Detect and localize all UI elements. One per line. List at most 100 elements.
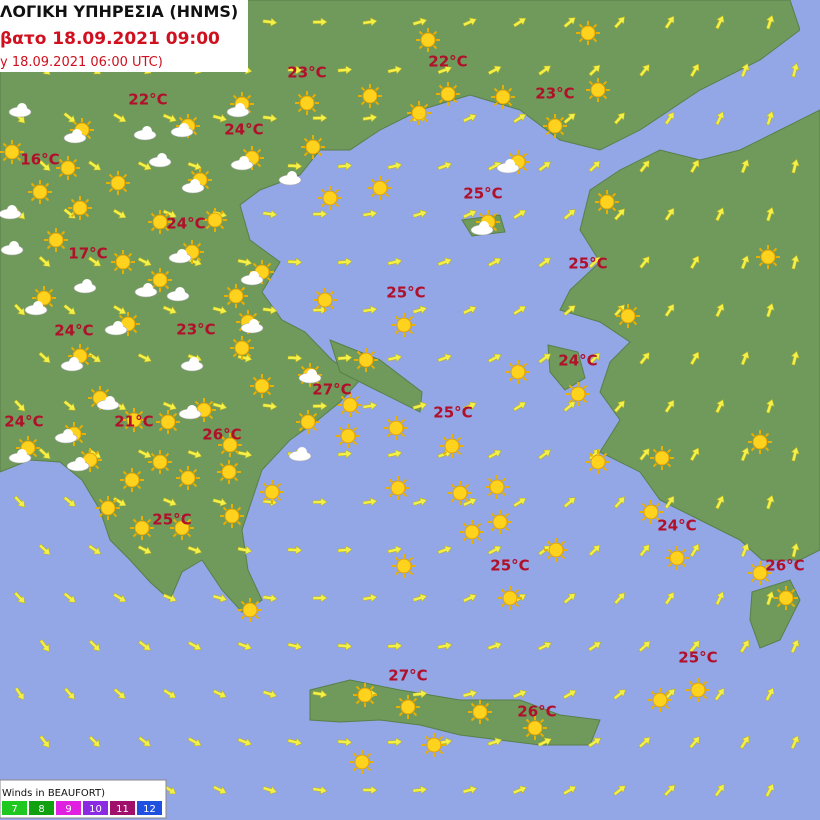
wind-arrow <box>639 256 650 269</box>
arrow-shape <box>765 14 775 30</box>
sun-ray <box>560 554 566 560</box>
arrow-shape <box>38 255 51 268</box>
sun-ray <box>702 694 708 700</box>
temperature-label: 25°C <box>433 404 472 422</box>
sun-ray <box>492 212 498 218</box>
arrow-shape <box>512 785 527 795</box>
arrow-shape <box>13 399 26 412</box>
sun-icon <box>301 135 325 159</box>
sun-disc <box>115 254 131 270</box>
sun-ray <box>476 522 482 528</box>
sun-icon <box>506 360 530 384</box>
sun-disc <box>489 479 505 495</box>
wind-arrow <box>262 785 278 795</box>
sun-ray <box>370 350 376 356</box>
wind-arrow <box>212 785 227 795</box>
temperature-label: 26°C <box>517 703 556 721</box>
wind-arrow <box>487 641 503 650</box>
sun-ray <box>234 435 240 441</box>
cloud-icon <box>54 429 78 444</box>
arrow-shape <box>739 639 750 654</box>
sun-ray <box>208 414 214 420</box>
sun-ray <box>366 752 372 758</box>
sun-ray <box>32 452 38 458</box>
wind-arrow <box>362 17 378 27</box>
sun-ray <box>539 718 545 724</box>
arrow-shape <box>487 257 502 267</box>
sun-ray <box>522 166 528 172</box>
arrow-shape <box>765 302 775 318</box>
wind-arrow <box>312 209 328 219</box>
arrow-shape <box>262 113 278 123</box>
sun-ray <box>545 116 551 122</box>
wind-arrow <box>563 113 576 125</box>
arrow-shape <box>237 257 253 267</box>
cloud-shape <box>190 179 200 189</box>
sun-ray <box>438 98 444 104</box>
sun-ray <box>164 212 170 218</box>
sun-ray <box>525 732 531 738</box>
sun-ray <box>232 94 238 100</box>
arrow-shape <box>262 17 278 27</box>
wind-arrow <box>790 542 800 558</box>
sun-ray <box>408 570 414 576</box>
wind-arrow <box>88 160 102 171</box>
sun-ray <box>559 130 565 136</box>
arrow-shape <box>362 113 378 123</box>
sun-ray <box>508 362 514 368</box>
arrow-shape <box>137 545 152 555</box>
wind-arrow <box>137 545 152 555</box>
wind-arrow <box>287 545 303 555</box>
sun-ray <box>408 556 414 562</box>
arrow-shape <box>312 689 328 699</box>
sun-ray <box>30 182 36 188</box>
sun-ray <box>315 290 321 296</box>
legend-value: 11 <box>116 804 129 815</box>
arrow-shape <box>362 305 378 315</box>
wind-arrow <box>462 401 477 411</box>
sun-ray <box>276 496 282 502</box>
sun-ray <box>146 532 152 538</box>
sun-ray <box>522 376 528 382</box>
sun-ray <box>266 276 272 282</box>
sun-ray <box>492 226 498 232</box>
sun-ray <box>602 452 608 458</box>
legend-swatch <box>56 801 81 815</box>
arrow-shape <box>664 15 675 29</box>
wind-arrow <box>387 449 403 459</box>
arrow-shape <box>639 256 650 269</box>
cloud-icon <box>148 153 172 168</box>
cloud-shape <box>113 321 123 331</box>
arrow-shape <box>337 257 353 267</box>
temperature-label: 16°C <box>20 151 59 169</box>
arrow-shape <box>39 639 50 652</box>
arrow-shape <box>512 689 527 699</box>
cloud-icon <box>0 241 24 256</box>
sun-disc <box>174 520 190 536</box>
wind-arrow <box>63 592 76 603</box>
wind-arrow <box>562 689 577 700</box>
wind-arrow <box>137 353 152 363</box>
wind-arrow <box>765 14 775 30</box>
sun-icon <box>148 210 172 234</box>
sun-icon <box>122 408 146 432</box>
wind-arrow <box>387 545 403 555</box>
wind-arrow <box>14 686 25 701</box>
wind-arrow <box>362 593 378 603</box>
wind-arrow <box>639 64 650 77</box>
sun-icon <box>523 716 547 740</box>
sun-ray <box>352 440 358 446</box>
arrow-shape <box>387 353 403 363</box>
wind-arrow <box>689 736 700 749</box>
sun-ray <box>329 290 335 296</box>
sun-icon <box>250 374 274 398</box>
temperature-label: 22°C <box>128 91 167 109</box>
legend-swatch <box>29 801 54 815</box>
wind-arrow <box>538 65 551 76</box>
arrow-shape <box>88 544 102 555</box>
sun-icon <box>586 78 610 102</box>
sun-ray <box>398 697 404 703</box>
wind-arrow <box>13 591 26 604</box>
sun-disc <box>32 184 48 200</box>
sun-ray <box>204 184 210 190</box>
